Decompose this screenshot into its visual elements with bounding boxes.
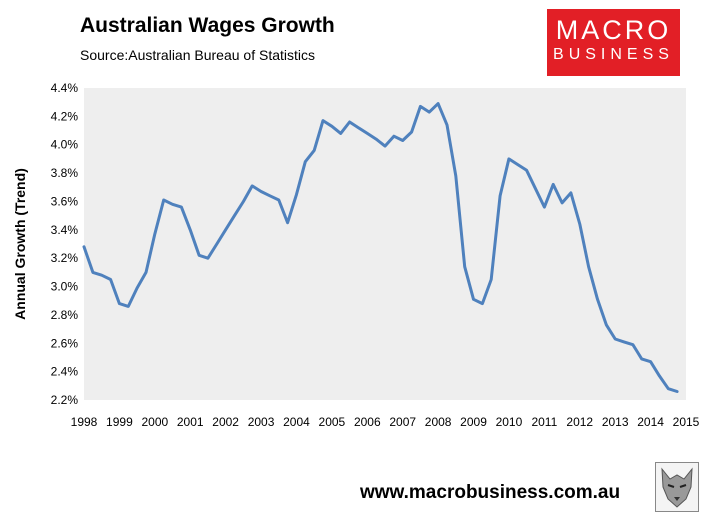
x-tick-label: 2012: [566, 415, 593, 429]
source-label: Source:Australian Bureau of Statistics: [80, 47, 316, 63]
y-tick-label: 2.8%: [51, 308, 79, 322]
x-tick-label: 2007: [389, 415, 416, 429]
y-tick-label: 4.0%: [51, 138, 79, 152]
y-axis-ticks: 2.2% 2.4% 2.6% 2.8% 3.0% 3.2% 3.4% 3.6% 3.8% 4.0%…: [51, 81, 79, 407]
x-tick-label: 1998: [71, 415, 98, 429]
website-url: www.macrobusiness.com.au: [360, 482, 621, 503]
x-tick-label: 2004: [283, 415, 310, 429]
x-tick-label: 2003: [248, 415, 275, 429]
wolf-icon: [655, 462, 699, 512]
x-tick-label: 2005: [319, 415, 346, 429]
x-tick-label: 2008: [425, 415, 452, 429]
y-axis-label: Annual Growth (Trend): [12, 168, 28, 320]
x-tick-label: 1999: [106, 415, 133, 429]
x-axis-ticks: 1998 1999 2000 2001 2002 2003 2004 2005 2006 2007…: [71, 415, 700, 429]
y-tick-label: 3.2%: [51, 251, 79, 265]
y-tick-label: 3.4%: [51, 223, 79, 237]
x-tick-label: 2002: [212, 415, 239, 429]
plot-area: [84, 88, 686, 400]
y-tick-label: 3.8%: [51, 166, 79, 180]
y-tick-label: 3.0%: [51, 280, 79, 294]
x-tick-label: 2015: [673, 415, 700, 429]
x-tick-label: 2010: [496, 415, 523, 429]
macrobusiness-logo: MACRO BUSINESS: [547, 9, 680, 76]
y-tick-label: 2.2%: [51, 393, 79, 407]
series-line-wages-growth: [82, 102, 679, 393]
chart-title: Australian Wages Growth: [80, 14, 335, 37]
x-tick-label: 2009: [460, 415, 487, 429]
y-tick-label: 2.6%: [51, 336, 79, 350]
x-tick-label: 2001: [177, 415, 204, 429]
x-tick-label: 2014: [637, 415, 664, 429]
x-tick-label: 2011: [531, 415, 557, 429]
logo-text-macro: MACRO: [555, 15, 672, 45]
x-tick-label: 2013: [602, 415, 629, 429]
logo-text-business: BUSINESS: [553, 46, 674, 63]
y-tick-label: 4.2%: [51, 109, 79, 123]
y-tick-label: 2.4%: [51, 365, 79, 379]
x-tick-label: 2000: [141, 415, 168, 429]
x-tick-label: 2006: [354, 415, 381, 429]
y-tick-label: 3.6%: [51, 194, 79, 208]
y-tick-label: 4.4%: [51, 81, 79, 95]
